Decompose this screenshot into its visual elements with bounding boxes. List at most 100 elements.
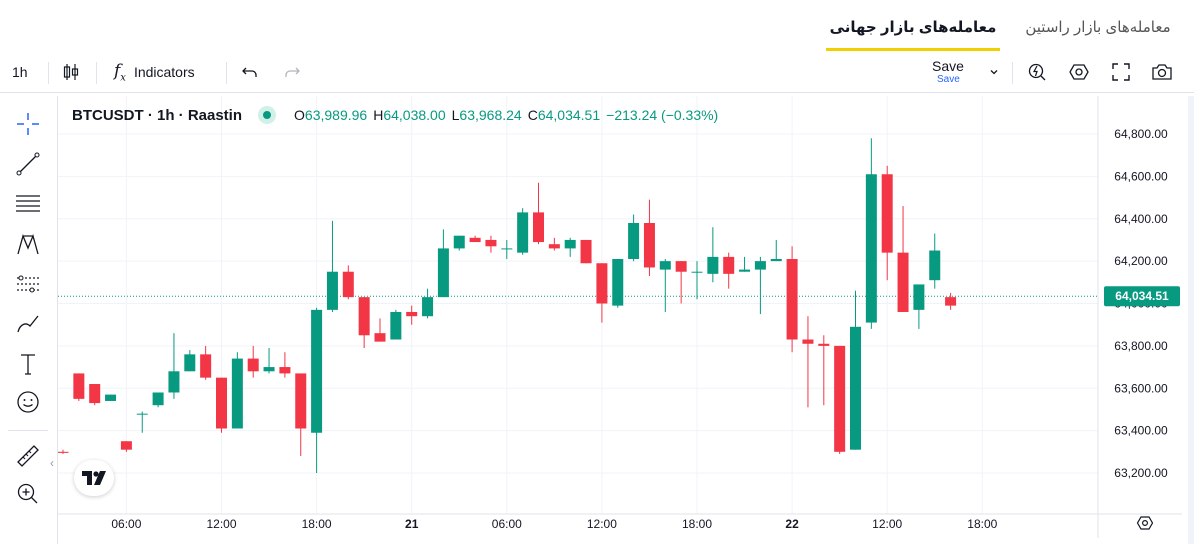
candle-body xyxy=(406,311,418,317)
undo-icon xyxy=(242,67,257,77)
candle-body xyxy=(168,371,180,393)
top-toolbar: 1h fx Indicators Save Save xyxy=(0,52,1194,93)
candle-body xyxy=(850,326,861,450)
tab-raastin-market[interactable]: معامله‌های بازار راستین xyxy=(1025,19,1171,36)
right-scrollbar[interactable] xyxy=(1188,96,1194,544)
horizontal-lines-tool[interactable] xyxy=(12,188,44,220)
symbol-title[interactable]: BTCUSDT · 1h · Raastin xyxy=(72,106,243,124)
candle-body xyxy=(596,263,608,304)
market-status-icon xyxy=(258,106,277,124)
time-tick-label: 18:00 xyxy=(967,517,997,531)
candle-type-button[interactable] xyxy=(60,52,82,92)
candle-body xyxy=(691,271,703,273)
close-label: C xyxy=(527,107,538,123)
candle-body xyxy=(422,297,434,317)
candles-icon xyxy=(63,64,79,80)
forecast-tool[interactable] xyxy=(12,268,44,300)
candle-body xyxy=(834,345,846,452)
trend-line-tool[interactable] xyxy=(12,148,44,180)
open-label: O xyxy=(294,107,305,123)
brush-icon xyxy=(17,315,39,333)
candle-body xyxy=(643,222,655,268)
price-tick-label: 64,600.00 xyxy=(1114,169,1168,183)
brush-tool[interactable] xyxy=(12,308,44,340)
candle-body xyxy=(754,261,766,270)
candle-body xyxy=(279,367,291,374)
price-tick-label: 63,600.00 xyxy=(1114,381,1168,395)
tradingview-logo[interactable] xyxy=(74,460,114,496)
interval-button[interactable]: 1h xyxy=(12,64,28,80)
camera-icon xyxy=(1152,64,1172,80)
price-tick-label: 63,800.00 xyxy=(1114,339,1168,353)
gear-icon xyxy=(1136,516,1154,530)
candle-body xyxy=(374,333,386,342)
candle-body xyxy=(913,284,925,310)
lightning-search-icon xyxy=(1028,63,1046,81)
save-sublabel: Save xyxy=(937,74,960,85)
tab-global-market[interactable]: معامله‌های بازار جهانی xyxy=(826,8,1000,51)
candle-body xyxy=(628,222,640,260)
indicators-button[interactable]: fx Indicators xyxy=(114,52,195,92)
candle-body xyxy=(786,259,798,340)
candle-body xyxy=(295,373,307,429)
high-value: 64,038.00 xyxy=(383,107,446,123)
redo-icon xyxy=(285,67,300,77)
candle-body xyxy=(216,377,227,429)
settings-button[interactable] xyxy=(1068,52,1090,92)
fullscreen-icon xyxy=(1112,63,1130,81)
candle-body xyxy=(120,441,132,450)
emoji-tool[interactable] xyxy=(12,386,44,418)
toolbar-divider xyxy=(48,62,49,84)
candle-body xyxy=(469,237,481,243)
time-tick-label: 18:00 xyxy=(302,517,332,531)
save-button[interactable]: Save Save xyxy=(926,52,982,92)
candlestick-chart[interactable]: 63,200.00 63,400.00 63,600.00 63,800.00 64,0… xyxy=(57,96,1182,538)
price-tick-label: 64,800.00 xyxy=(1114,127,1168,141)
candle-body xyxy=(675,261,687,272)
high-label: H xyxy=(373,107,384,123)
price-chart[interactable]: 63,200.00 63,400.00 63,600.00 63,800.00 64,0… xyxy=(57,96,1182,538)
quick-search-button[interactable] xyxy=(1026,52,1048,92)
fullscreen-button[interactable] xyxy=(1110,52,1132,92)
text-icon xyxy=(21,354,35,375)
candle-body xyxy=(200,354,212,378)
undo-button[interactable] xyxy=(240,52,260,92)
time-tick-label: 21 xyxy=(405,517,419,531)
price-tick-label: 64,200.00 xyxy=(1114,254,1168,268)
time-tick-label: 22 xyxy=(785,517,799,531)
smiley-icon xyxy=(17,391,39,413)
candle-body xyxy=(231,358,243,429)
candle-body xyxy=(548,244,560,249)
candle-body xyxy=(564,239,576,249)
chevron-down-icon xyxy=(990,70,998,75)
save-dropdown[interactable] xyxy=(988,52,1000,92)
candle-body xyxy=(89,384,101,404)
candle-body xyxy=(184,354,196,372)
text-tool[interactable] xyxy=(12,348,44,380)
redo-button[interactable] xyxy=(282,52,302,92)
zoom-tool[interactable] xyxy=(12,478,44,510)
candle-body xyxy=(945,297,957,306)
crosshair-tool[interactable] xyxy=(12,108,44,140)
change-value: −213.24 (−0.33%) xyxy=(606,107,719,123)
measure-tool[interactable] xyxy=(12,440,44,472)
collapse-arrow-icon[interactable]: ‹ xyxy=(50,456,54,470)
candle-body xyxy=(707,256,719,274)
candle-body xyxy=(659,261,671,270)
toolbar-divider xyxy=(8,430,48,431)
last-price-label: 64,034.51 xyxy=(1115,289,1169,303)
pattern-tool[interactable] xyxy=(12,228,44,260)
open-value: 63,989.96 xyxy=(304,107,368,123)
screenshot-button[interactable] xyxy=(1150,52,1174,92)
time-tick-label: 06:00 xyxy=(492,517,522,531)
tv-logo-icon xyxy=(82,471,106,485)
axis-settings-button[interactable] xyxy=(1136,514,1154,537)
candle-body xyxy=(580,239,592,264)
ruler-icon xyxy=(17,445,39,467)
time-tick-label: 12:00 xyxy=(872,517,902,531)
market-tabs: معامله‌های بازار جهانی معامله‌های بازار … xyxy=(0,0,1194,51)
trend-line-icon xyxy=(16,152,40,176)
candle-body xyxy=(73,373,85,399)
candle-body xyxy=(437,248,449,298)
toolbar-divider xyxy=(226,62,227,84)
